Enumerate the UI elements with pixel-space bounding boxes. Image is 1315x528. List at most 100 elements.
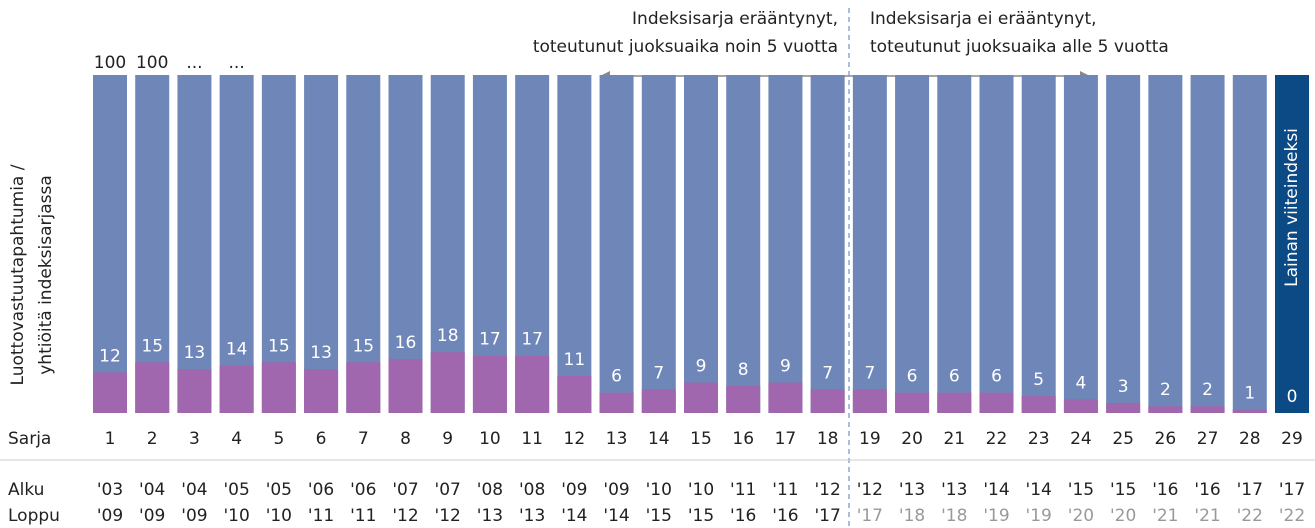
bar-segment xyxy=(177,369,212,413)
value-label: 16 xyxy=(395,333,417,353)
alku-label: '06 xyxy=(350,480,376,500)
bar-segment xyxy=(304,369,339,413)
value-label: 15 xyxy=(352,336,374,356)
loppu-label: '17 xyxy=(814,506,840,526)
bar xyxy=(684,75,718,413)
bar-segment xyxy=(852,389,887,413)
x-tick-label: 16 xyxy=(732,429,754,449)
loppu-label: '13 xyxy=(519,506,545,526)
x-tick-label: 8 xyxy=(400,429,411,449)
bar-segment xyxy=(1063,399,1098,413)
bar xyxy=(304,75,339,413)
bar-segment xyxy=(1148,406,1183,413)
bar-segment xyxy=(768,382,803,413)
value-label: 6 xyxy=(907,367,918,387)
bar xyxy=(1190,75,1225,413)
x-tick-label: 23 xyxy=(1028,429,1050,449)
annotation: toteutunut juoksuaika alle 5 vuotta xyxy=(870,37,1169,57)
value-label: 6 xyxy=(949,367,960,387)
loppu-label: '10 xyxy=(266,506,292,526)
alku-label: '17 xyxy=(1237,480,1263,500)
value-label: 9 xyxy=(696,357,707,377)
x-tick-label: 14 xyxy=(648,429,670,449)
bar xyxy=(852,75,887,413)
x-tick-label: 4 xyxy=(231,429,242,449)
alku-label: '13 xyxy=(941,480,967,500)
bar-label: Lainan viiteindeksi xyxy=(1282,128,1302,287)
bar-segment xyxy=(684,382,718,413)
loppu-label: '16 xyxy=(772,506,798,526)
bar-segment xyxy=(1021,396,1056,413)
value-label: 6 xyxy=(611,367,622,387)
loppu-label: '15 xyxy=(688,506,714,526)
loppu-label: '09 xyxy=(139,506,165,526)
row-label: Loppu xyxy=(8,506,60,526)
row-label: Sarja xyxy=(8,429,51,449)
alku-label: '07 xyxy=(435,480,461,500)
bar xyxy=(135,75,170,413)
value-label: 6 xyxy=(991,367,1002,387)
x-tick-label: 3 xyxy=(189,429,200,449)
loppu-label: '16 xyxy=(730,506,756,526)
bar xyxy=(641,75,676,413)
value-label: 2 xyxy=(1202,380,1213,400)
x-tick-label: 26 xyxy=(1155,429,1177,449)
loppu-label: '20 xyxy=(1068,506,1094,526)
alku-label: '08 xyxy=(477,480,503,500)
bar xyxy=(1106,75,1141,413)
x-tick-label: 9 xyxy=(442,429,453,449)
value-label: 15 xyxy=(268,336,290,356)
bar-segment xyxy=(641,389,676,413)
bar-segment xyxy=(261,362,296,413)
bar-segment xyxy=(810,389,845,413)
bar xyxy=(726,75,761,413)
alku-label: '14 xyxy=(983,480,1009,500)
value-label: 0 xyxy=(1287,387,1298,407)
alku-label: '12 xyxy=(857,480,883,500)
loppu-label: '21 xyxy=(1194,506,1220,526)
x-tick-label: 12 xyxy=(564,429,586,449)
alku-label: '17 xyxy=(1279,480,1305,500)
x-tick-label: 28 xyxy=(1239,429,1261,449)
bar xyxy=(937,75,972,413)
loppu-label: '12 xyxy=(435,506,461,526)
value-label: 100 xyxy=(94,53,126,73)
alku-label: '09 xyxy=(603,480,629,500)
alku-label: '05 xyxy=(223,480,249,500)
bar-segment xyxy=(599,392,634,413)
x-tick-label: 17 xyxy=(775,429,797,449)
loppu-label: '21 xyxy=(1152,506,1178,526)
bar xyxy=(219,75,254,413)
x-tick-label: 15 xyxy=(690,429,712,449)
value-label: 7 xyxy=(822,363,833,383)
alku-label: '07 xyxy=(392,480,418,500)
annotation: toteutunut juoksuaika noin 5 vuotta xyxy=(533,37,838,57)
loppu-label: '11 xyxy=(350,506,376,526)
alku-label: '09 xyxy=(561,480,587,500)
ellipsis-label: ... xyxy=(229,53,245,73)
bar xyxy=(557,75,592,413)
alku-label: '08 xyxy=(519,480,545,500)
value-label: 7 xyxy=(864,363,875,383)
x-tick-label: 1 xyxy=(105,429,116,449)
bar xyxy=(1063,75,1098,413)
alku-label: '04 xyxy=(139,480,165,500)
bar-segment xyxy=(93,372,127,413)
bar-segment xyxy=(979,392,1014,413)
bar-segment xyxy=(346,362,381,413)
bar xyxy=(895,75,930,413)
alku-label: '16 xyxy=(1152,480,1178,500)
y-axis-label: yhtiöitä indeksisarjassa xyxy=(36,175,56,375)
x-tick-label: 27 xyxy=(1197,429,1219,449)
loppu-label: '19 xyxy=(1026,506,1052,526)
loppu-label: '17 xyxy=(857,506,883,526)
loppu-label: '10 xyxy=(223,506,249,526)
value-label: 100 xyxy=(136,53,168,73)
loppu-label: '18 xyxy=(941,506,967,526)
value-label: 5 xyxy=(1033,370,1044,390)
loppu-label: '15 xyxy=(646,506,672,526)
value-label: 17 xyxy=(521,330,543,350)
bar xyxy=(1021,75,1056,413)
bar xyxy=(177,75,212,413)
x-tick-label: 2 xyxy=(147,429,158,449)
